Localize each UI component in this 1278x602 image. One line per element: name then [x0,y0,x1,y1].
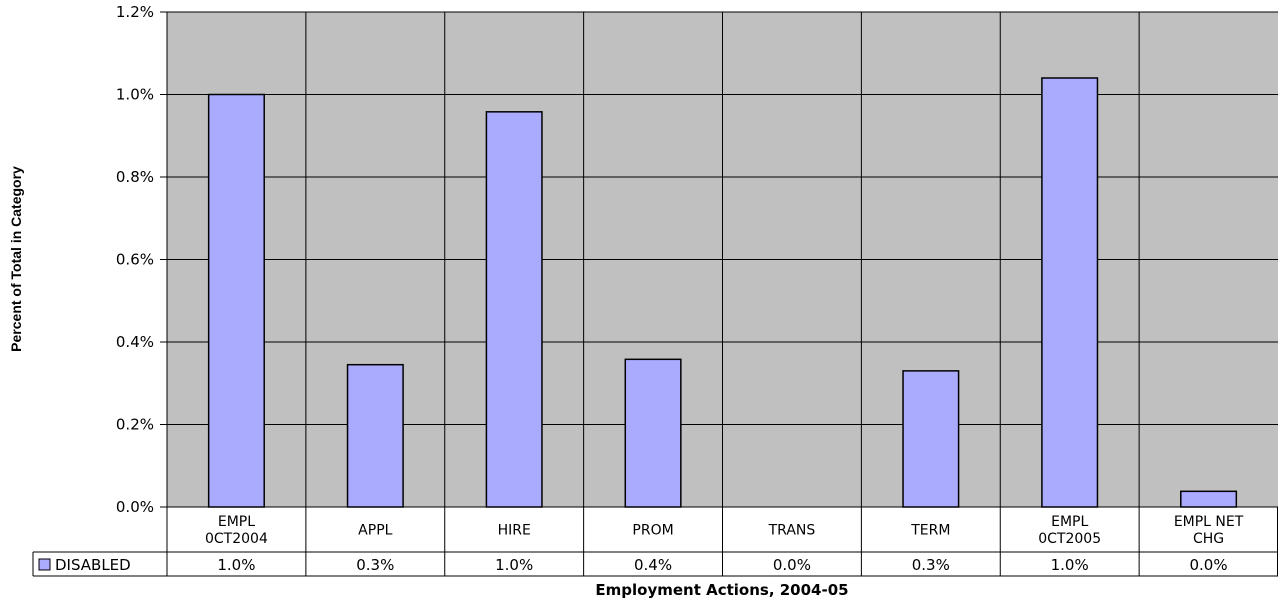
bar [902,370,960,508]
x-tick-label: TERM [910,523,950,539]
data-label: 0.0% [773,556,811,574]
y-axis-ticks: 0.0% 0.2% 0.4% 0.6% 0.8% 1.0% 1.2% [116,3,167,516]
x-tick-label: 0CT2004 [205,531,268,547]
y-tick-label: 0.8% [116,168,154,186]
y-axis-label: Percent of Total in Category [8,166,24,352]
bar [485,111,543,508]
y-tick-label: 0.6% [116,251,154,269]
x-tick-label: EMPL NET [1174,514,1244,530]
data-label: 0.3% [912,556,950,574]
y-tick-label: 0.2% [116,416,154,434]
x-tick-label: 0CT2005 [1038,531,1101,547]
x-axis-label: Employment Actions, 2004-05 [595,581,848,599]
data-label: 1.0% [1051,556,1089,574]
x-tick-label: TRANS [768,523,816,539]
y-tick-label: 1.0% [116,86,154,104]
data-label: 0.3% [356,556,394,574]
x-tick-label: EMPL [218,514,255,530]
y-tick-label: 0.0% [116,498,154,516]
data-label: 0.0% [1190,556,1228,574]
bar [346,363,404,508]
x-tick-label: PROM [632,523,673,539]
bar [1180,490,1238,508]
data-label: 1.0% [217,556,255,574]
data-label: 1.0% [495,556,533,574]
data-label: 0.4% [634,556,672,574]
y-tick-label: 1.2% [116,3,154,21]
y-tick-label: 0.4% [116,333,154,351]
legend-label: DISABLED [55,556,131,574]
bar [207,93,265,508]
x-tick-label: APPL [358,523,392,539]
bar [1041,77,1099,508]
legend-swatch [38,558,51,571]
bar [624,358,682,508]
x-tick-label: CHG [1193,531,1224,547]
x-tick-label: EMPL [1051,514,1088,530]
x-tick-label: HIRE [498,523,531,539]
